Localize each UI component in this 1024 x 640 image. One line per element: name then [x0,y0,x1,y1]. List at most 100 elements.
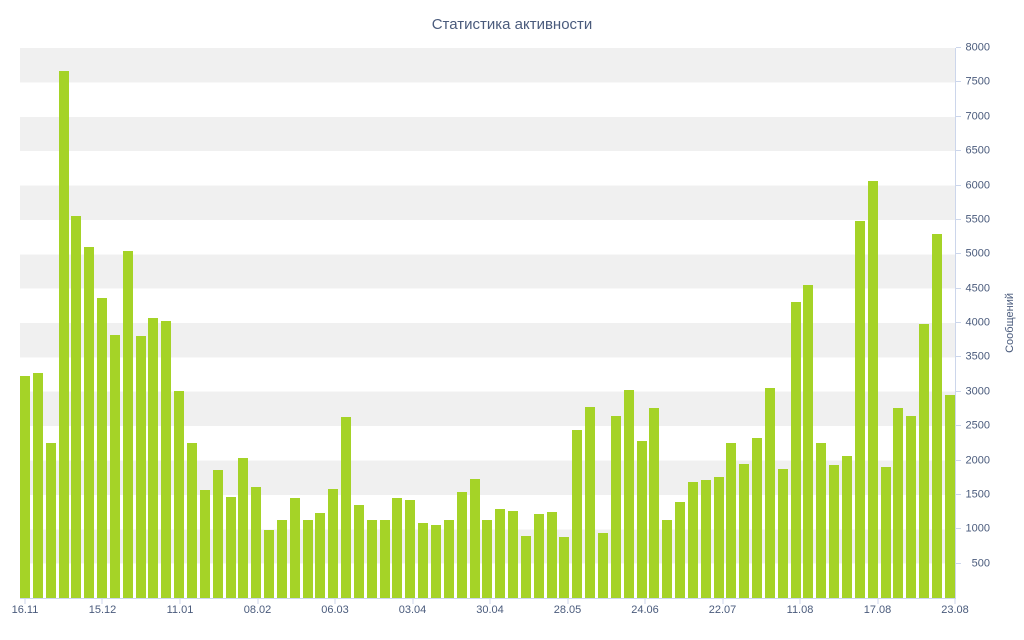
bar[interactable] [649,407,660,598]
bar[interactable] [842,456,852,598]
bar[interactable] [302,519,313,598]
y-axis-tick [956,356,961,358]
y-axis-labels: 500 1000 1500 2000 2500 3000 3500 4000 4500 5000 5… [958,42,990,598]
bar[interactable] [251,487,262,598]
bar[interactable] [418,523,429,598]
y-axis-tick-label: 5000 [965,247,990,260]
bar[interactable] [777,469,788,598]
bar[interactable] [225,496,236,598]
bar[interactable] [508,511,519,598]
y-axis-tick-label: 1000 [965,522,990,535]
bar[interactable] [520,536,531,598]
x-axis-tick-label: 11.01 [166,604,194,616]
x-axis-tick [179,599,181,604]
y-axis-tick [956,493,961,495]
bar[interactable] [893,408,904,598]
bar[interactable] [572,430,583,598]
x-axis-tick-label: 08.02 [243,604,272,616]
bar[interactable] [636,440,647,598]
bar[interactable] [559,536,570,598]
bar[interactable] [71,216,82,598]
bar[interactable] [32,372,43,598]
bar[interactable] [597,532,608,598]
bar[interactable] [919,323,930,598]
bar[interactable] [662,520,673,598]
x-axis-tick [412,599,413,604]
bar[interactable] [585,406,596,598]
y-axis-tick-label: 5500 [965,213,990,226]
bar[interactable] [431,525,441,598]
bar[interactable] [623,389,634,598]
x-axis-tick-label: 15.12 [88,604,117,616]
bar[interactable] [469,479,480,598]
bar[interactable] [212,470,223,598]
bar[interactable] [109,334,120,598]
bar[interactable] [20,375,30,598]
y-axis-tick-label: 4000 [965,316,990,329]
bar[interactable] [495,509,506,598]
x-axis-tick [101,599,103,604]
y-axis-tick-label: 7000 [965,110,990,123]
y-axis-tick [956,562,961,564]
bar[interactable] [161,320,172,598]
bar[interactable] [854,220,865,598]
bar[interactable] [199,490,210,598]
y-axis-tick [956,184,961,186]
bar[interactable] [739,463,750,598]
x-axis-tick-label: 22.07 [708,604,737,616]
x-axis-tick [877,599,878,604]
bar[interactable] [880,467,891,598]
bar[interactable] [148,317,159,598]
y-axis-tick [956,81,961,83]
bar[interactable] [341,417,352,598]
bar[interactable] [135,336,146,598]
bar[interactable] [931,234,942,598]
bar[interactable] [456,492,467,598]
bar[interactable] [533,514,544,598]
bar[interactable] [700,479,711,598]
bar[interactable] [328,488,339,598]
bar[interactable] [45,443,56,598]
bar[interactable] [174,391,185,598]
bar-series [20,48,955,598]
y-axis-tick-label: 6000 [965,179,990,191]
bar[interactable] [97,298,108,598]
bar[interactable] [610,415,621,598]
bar[interactable] [443,520,454,598]
bar[interactable] [264,529,275,598]
bar[interactable] [315,512,326,598]
bar[interactable] [546,512,557,598]
bar[interactable] [289,498,300,598]
bar[interactable] [687,481,698,598]
bar[interactable] [482,519,493,598]
bar[interactable] [392,497,403,598]
bar[interactable] [366,520,377,598]
bar[interactable] [752,437,763,598]
bar[interactable] [276,520,287,598]
bar[interactable] [867,181,878,598]
x-axis-tick-label: 28.05 [553,604,582,616]
bar[interactable] [944,395,955,598]
x-axis-tick-label: 11.08 [786,604,814,616]
bar[interactable] [764,387,775,598]
bar[interactable] [379,519,390,598]
bar[interactable] [726,443,737,598]
bar[interactable] [790,301,801,598]
bar[interactable] [829,465,840,598]
bar[interactable] [405,499,416,598]
bar[interactable] [186,443,197,598]
bar[interactable] [675,501,686,598]
bar[interactable] [58,70,69,598]
bar[interactable] [238,457,249,598]
bar[interactable] [353,505,364,598]
bar[interactable] [906,415,917,598]
bar[interactable] [803,285,814,598]
bar[interactable] [713,477,724,598]
y-axis-tick [956,115,961,117]
bar[interactable] [84,247,95,598]
bar[interactable] [122,250,133,598]
bar[interactable] [816,442,827,598]
x-axis-tick-label: 03.04 [398,604,427,616]
x-axis-tick-label: 06.03 [321,604,349,616]
